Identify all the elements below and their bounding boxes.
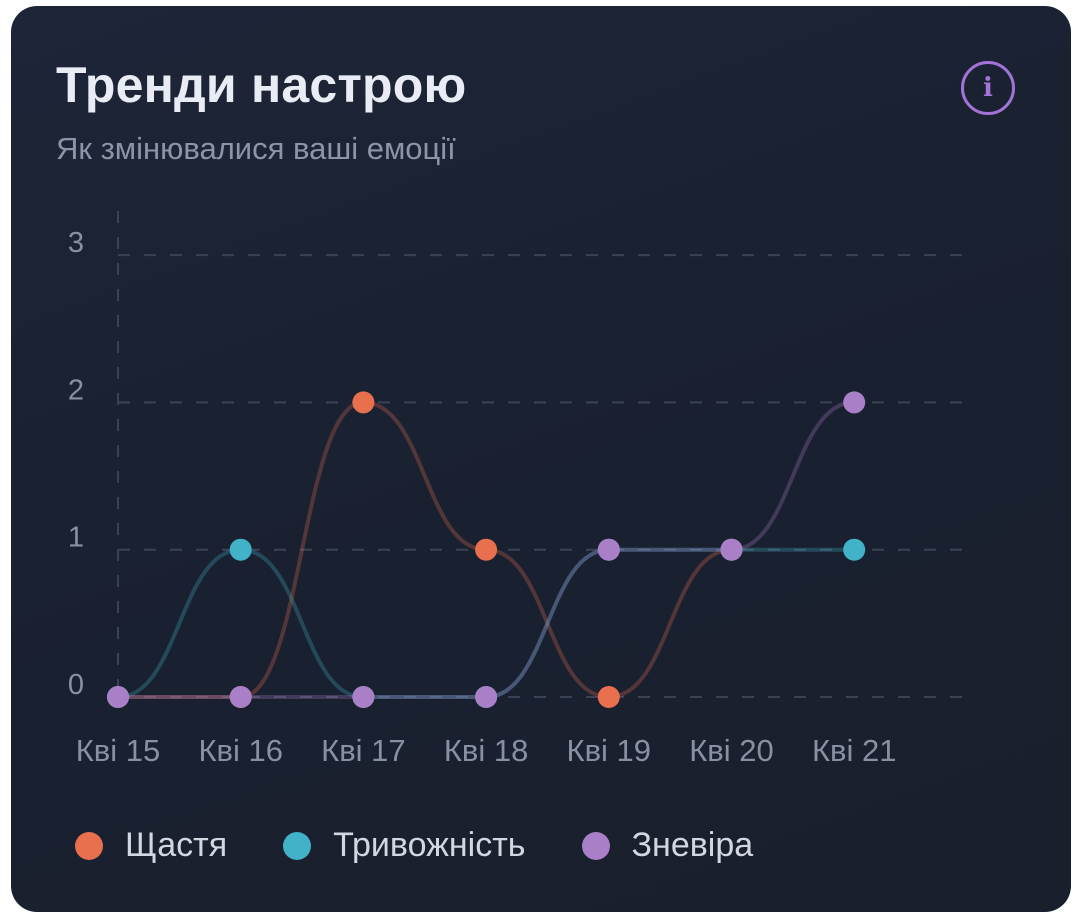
- data-point-2: [107, 686, 129, 708]
- series-line-1: [117, 547, 855, 700]
- chart-legend: Щастя Тривожність Зневіра: [75, 826, 809, 865]
- y-tick-label: 1: [68, 522, 84, 554]
- legend-label: Щастя: [125, 826, 228, 864]
- info-icon: i: [983, 73, 993, 103]
- data-point-0: [475, 538, 498, 561]
- y-tick-label: 3: [68, 227, 84, 259]
- data-point-0: [597, 686, 620, 708]
- data-point-1: [843, 538, 866, 561]
- legend-label: Тривожність: [333, 826, 526, 864]
- card-subtitle: Як змінювалися ваші емоції: [56, 131, 456, 166]
- data-point-2: [475, 686, 498, 708]
- card-title: Тренди настрою: [56, 57, 467, 113]
- legend-item: Зневіра: [581, 826, 754, 865]
- mood-trends-card: Тренди настрою Як змінювалися ваші емоці…: [11, 6, 1071, 912]
- legend-swatch: [283, 831, 312, 860]
- legend-swatch: [581, 831, 610, 860]
- y-tick-label: 2: [68, 374, 84, 406]
- data-point-2: [843, 391, 866, 414]
- data-point-1: [229, 538, 252, 561]
- x-tick-label: Кві 21: [812, 733, 897, 768]
- legend-item: Тривожність: [283, 826, 526, 865]
- x-tick-label: Кві 17: [321, 733, 406, 768]
- x-tick-label: Кві 18: [444, 733, 529, 768]
- y-tick-label: 0: [68, 669, 84, 701]
- x-tick-label: Кві 19: [567, 733, 652, 768]
- data-point-2: [720, 538, 743, 561]
- x-tick-label: Кві 15: [76, 733, 161, 768]
- x-tick-label: Кві 16: [198, 733, 283, 768]
- data-point-0: [352, 391, 375, 414]
- data-point-2: [352, 686, 375, 708]
- data-point-2: [229, 686, 252, 708]
- legend-label: Зневіра: [631, 826, 754, 864]
- data-point-2: [597, 538, 620, 561]
- mood-trend-chart: 0 1 2 3 Кві 15 Кві 16 Кві 17 Кві 18 Кві 19 Кві 20…: [68, 211, 976, 768]
- legend-item: Щастя: [75, 826, 227, 865]
- x-tick-label: Кві 20: [689, 733, 774, 768]
- legend-swatch: [75, 831, 103, 860]
- info-button[interactable]: i: [961, 61, 1015, 115]
